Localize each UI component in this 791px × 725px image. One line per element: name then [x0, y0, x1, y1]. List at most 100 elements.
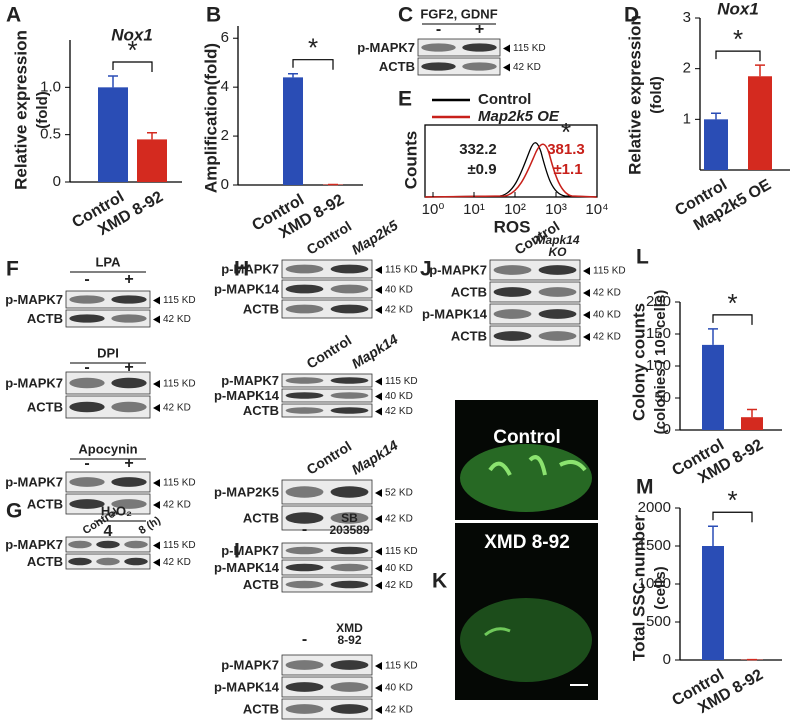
size-label: 42 KD	[163, 500, 191, 511]
size-label: 42 KD	[385, 514, 413, 525]
lane-label: 8 (h)	[137, 514, 163, 537]
size-label: 115 KD	[163, 295, 196, 306]
blot-band	[285, 284, 324, 294]
bar	[704, 119, 728, 170]
size-label: 52 KD	[385, 488, 413, 499]
significance-bracket	[292, 59, 334, 70]
stat-mean: 381.3	[547, 141, 585, 158]
lane-label: Control	[304, 438, 355, 478]
lane-label: Mapk14	[535, 233, 579, 247]
chart-title: Nox1	[717, 0, 759, 18]
blot-band	[330, 660, 369, 670]
panel-letter: G	[6, 500, 22, 523]
y-tick-label: 2	[221, 127, 229, 144]
lane-label: -	[84, 271, 89, 288]
y-tick-label: 1	[683, 110, 691, 127]
x-tick-label: 10⁰	[422, 201, 445, 218]
significance: *	[127, 35, 137, 65]
blot-band	[330, 377, 369, 384]
blot-strip	[417, 57, 501, 76]
blot-band	[493, 331, 532, 341]
blot-band	[285, 264, 324, 274]
size-label: 42 KD	[593, 288, 621, 299]
size-arrow	[375, 286, 382, 294]
row-label: ACTB	[451, 328, 487, 343]
size-label: 40 KD	[385, 563, 413, 574]
bar	[702, 546, 724, 660]
lane-label: -	[84, 455, 89, 472]
blot-band	[68, 540, 92, 549]
blot-band	[285, 304, 324, 314]
blot-band	[330, 486, 369, 498]
panel-letter: C	[398, 4, 413, 27]
row-label: p-MAPK14	[422, 306, 488, 321]
blot-band	[538, 309, 577, 319]
blot-strip	[65, 371, 151, 395]
size-label: 42 KD	[163, 557, 191, 568]
panel-letter: J	[420, 258, 432, 281]
y-tick-label: 4	[221, 78, 229, 95]
legend-label: Control	[478, 91, 531, 108]
blot-band	[69, 377, 105, 389]
size-arrow	[375, 684, 382, 692]
blot-band	[285, 407, 324, 414]
size-label: 40 KD	[385, 391, 413, 402]
size-arrow	[583, 311, 590, 319]
size-label: 42 KD	[513, 62, 541, 73]
blot-strip	[281, 698, 373, 720]
treatment-label: LPA	[95, 254, 121, 269]
blot-strip	[65, 471, 151, 493]
plot-frame	[424, 124, 598, 198]
blot-band	[69, 314, 105, 323]
lane-label: Mapk14	[349, 437, 401, 478]
y-tick-label: 0	[663, 421, 671, 438]
blot-strip	[281, 676, 373, 698]
row-label: ACTB	[243, 701, 279, 716]
chart-title: Nox1	[111, 25, 153, 44]
size-arrow	[375, 489, 382, 497]
row-label: p-MAPK14	[214, 281, 280, 296]
y-axis-label: Relative expression	[11, 30, 30, 190]
blot-band	[285, 486, 324, 498]
blot-band	[285, 563, 324, 572]
size-arrow	[153, 380, 160, 388]
significance: *	[561, 117, 571, 147]
size-label: 115 KD	[163, 540, 196, 551]
size-label: 42 KD	[163, 314, 191, 325]
blot-band	[421, 43, 456, 52]
row-label: ACTB	[243, 403, 279, 418]
blot-band	[285, 660, 324, 670]
y-tick-label: 0	[221, 176, 229, 193]
lane-label: -	[302, 631, 307, 648]
blot-band	[330, 704, 369, 714]
panel-letter: K	[432, 570, 447, 593]
lane-label: 4	[104, 523, 113, 540]
bar	[741, 417, 763, 430]
image-label: Control	[493, 427, 561, 448]
y-tick-label: 100	[646, 357, 671, 374]
panel-letter: M	[636, 476, 654, 499]
row-label: p-MAPK7	[5, 537, 63, 552]
row-label: p-MAPK7	[221, 657, 279, 672]
y-tick-label: 0	[53, 173, 61, 190]
row-label: ACTB	[451, 284, 487, 299]
y-tick-label: 50	[654, 389, 671, 406]
size-arrow	[153, 404, 160, 412]
treatment-label: FGF2, GDNF	[420, 6, 497, 21]
panel-letter: H	[234, 258, 249, 281]
blot-band	[330, 580, 369, 589]
row-label: p-MAPK7	[221, 373, 279, 388]
blot-band	[493, 287, 532, 297]
panel-letter: L	[636, 246, 649, 269]
y-tick-label: 6	[221, 29, 229, 46]
error-bar	[747, 408, 757, 418]
blot-band	[421, 62, 456, 71]
size-arrow	[503, 44, 510, 53]
y-tick-label: 3	[683, 9, 691, 26]
y-tick-label: 2000	[638, 499, 671, 516]
blot-strip	[281, 299, 373, 319]
blot-band	[330, 264, 369, 274]
size-arrow	[375, 306, 382, 314]
blot-band	[493, 309, 532, 319]
